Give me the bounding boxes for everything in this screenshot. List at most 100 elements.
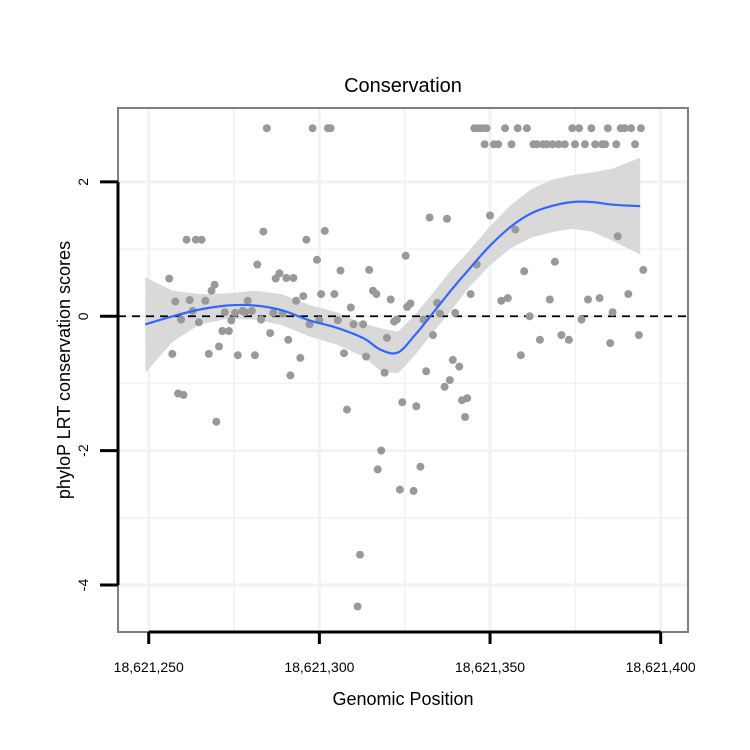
scatter-point [383, 333, 391, 342]
scatter-point [243, 296, 252, 305]
scatter-point [359, 320, 368, 329]
scatter-point [401, 251, 410, 260]
scatter-point [513, 124, 522, 133]
confidence-ribbon [145, 157, 641, 374]
scatter-point [330, 290, 339, 299]
scatter-point [516, 351, 525, 360]
scatter-point [308, 124, 317, 133]
scatter-point [560, 140, 569, 149]
scatter-point [445, 376, 454, 385]
scatter-point [613, 232, 622, 241]
scatter-point [194, 318, 203, 327]
scatter-point [535, 335, 544, 344]
scatter-point [564, 335, 573, 344]
scatter-point [284, 335, 293, 344]
scatter-point [392, 315, 401, 324]
scatter-point [250, 351, 259, 360]
scatter-point [608, 308, 617, 317]
scatter-point [204, 349, 213, 358]
scatter-point [224, 327, 233, 335]
scatter-point [165, 274, 174, 283]
scatter-point [601, 140, 610, 149]
scatter-point [466, 290, 475, 299]
scatter-point [247, 306, 256, 315]
scatter-point [451, 308, 460, 317]
scatter-point [377, 446, 386, 455]
y-tick-label: 0 [75, 312, 91, 320]
scatter-point [482, 124, 491, 133]
x-axis-title: Genomic Position [332, 689, 473, 709]
scatter-point [207, 286, 216, 295]
scatter-point [212, 417, 221, 426]
scatter-point [639, 265, 648, 274]
scatter-point [636, 124, 645, 133]
scatter-point [356, 550, 364, 559]
scatter-point [545, 295, 554, 304]
scatter-point [171, 297, 180, 306]
scatter-point [603, 124, 612, 133]
scatter-point [218, 327, 227, 335]
data-points [165, 124, 648, 611]
scatter-point [461, 413, 470, 421]
scatter-point [627, 124, 635, 133]
scatter-point [362, 352, 371, 361]
smooth-curve [145, 200, 641, 355]
x-axis: 18,621,250 18,621,300 18,621,350 18,621,400 [114, 630, 696, 675]
y-tick-label: -4 [75, 579, 91, 592]
scatter-point [525, 312, 534, 321]
scatter-point [398, 398, 407, 407]
scatter-point [416, 462, 425, 471]
scatter-point [179, 390, 188, 399]
scatter-point [227, 316, 236, 325]
scatter-point [571, 140, 579, 149]
scatter-point [542, 140, 551, 149]
scatter-point [262, 124, 271, 133]
scatter-point [503, 294, 512, 303]
scatter-point [201, 296, 210, 305]
scatter-point [591, 140, 600, 149]
scatter-point [406, 299, 415, 308]
scatter-point [340, 349, 348, 358]
scatter-point [557, 331, 566, 340]
scatter-point [580, 140, 589, 149]
scatter-point [550, 257, 559, 266]
scatter-point [197, 235, 206, 244]
scatter-point [501, 124, 510, 133]
scatter-point [448, 355, 457, 364]
scatter-point [185, 296, 194, 305]
scatter-point [289, 274, 298, 282]
scatter-point [177, 315, 186, 324]
scatter-point [380, 368, 389, 377]
scatter-point [624, 290, 633, 299]
scatter-point [305, 320, 314, 329]
scatter-point [353, 602, 362, 611]
scatter-point [326, 124, 335, 133]
scatter-point [612, 140, 621, 149]
scatter-point [313, 255, 321, 264]
scatter-point [435, 309, 444, 318]
scatter-point [584, 295, 592, 304]
y-tick-label: 2 [75, 178, 91, 186]
scatter-point [191, 235, 200, 244]
scatter-point [259, 227, 268, 236]
chart-title: Conservation [344, 75, 462, 97]
scatter-point [372, 290, 381, 299]
scatter-point [182, 235, 191, 244]
scatter-point [455, 362, 464, 371]
y-axis: 2 0 -2 -4 [75, 178, 120, 592]
scatter-point [554, 140, 563, 149]
x-tick-label: 18,621,250 [114, 659, 184, 675]
scatter-point [286, 371, 295, 380]
scatter-point [494, 140, 503, 149]
scatter-point [282, 274, 291, 282]
scatter-point [336, 266, 345, 275]
scatter-point [349, 320, 358, 329]
scatter-point [568, 124, 577, 133]
scatter-point [520, 267, 529, 276]
scatter-point [429, 331, 437, 340]
scatter-point [606, 339, 615, 348]
x-tick-label: 18,621,300 [284, 659, 354, 675]
scatter-point [575, 124, 584, 133]
scatter-point [220, 308, 229, 317]
